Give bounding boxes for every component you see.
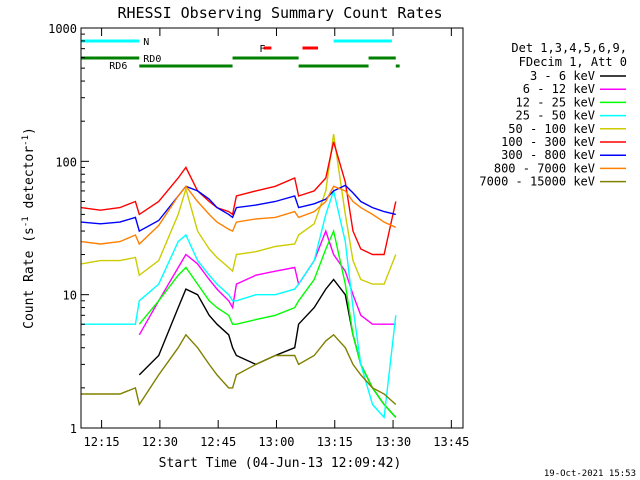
y-axis-label-group: Count Rate (s-1 detector-1) — [21, 127, 37, 329]
legend-label-2: 6 - 12 keV — [523, 82, 595, 96]
x-tick-label-3: 12:45 — [200, 435, 236, 449]
x-tick-label-7: 13:45 — [433, 435, 469, 449]
plot-frame — [80, 27, 464, 429]
y-tick-label-2: 10 — [63, 289, 77, 303]
x-tick-label-5: 13:15 — [317, 435, 353, 449]
legend-label-4: 25 - 50 keV — [516, 109, 595, 123]
legend-label-6: 100 - 300 keV — [501, 135, 595, 149]
axes: 12:15 12:30 12:45 13:00 13:15 13:30 13:45 1 10 10… — [48, 22, 469, 449]
y-tick-label-4: 1000 — [48, 22, 77, 36]
flag-label-rd0: RD0 — [143, 54, 161, 65]
legend-header-line-1: Det 1,3,4,5,6,9, — [511, 41, 627, 55]
series-line-4 — [81, 188, 397, 420]
legend-label-9: 7000 - 15000 keV — [479, 175, 595, 189]
y-axis-label-part-3: ) — [22, 127, 37, 135]
y-axis-label-part-2: detector — [22, 146, 37, 217]
x-tick-label-2: 12:30 — [142, 435, 178, 449]
x-tick-label-1: 12:15 — [84, 435, 120, 449]
y-axis-label-sup-1: -1 — [21, 216, 31, 227]
series-line-7 — [80, 184, 396, 233]
series-line-9 — [81, 333, 397, 407]
plot-area: N F RD0 RD6 — [80, 37, 400, 420]
flag-label-n: N — [143, 37, 149, 48]
series-line-5 — [80, 133, 397, 285]
x-tick-label-4: 13:00 — [258, 435, 294, 449]
y-axis-label-sup-2: -1 — [21, 135, 31, 146]
series-line-6 — [80, 141, 397, 256]
timestamp: 19-Oct-2021 15:53 — [544, 469, 636, 479]
flag-label-rd6: RD6 — [109, 61, 127, 72]
legend-label-5: 50 - 100 keV — [508, 122, 595, 136]
chart-title: RHESSI Observing Summary Count Rates — [117, 4, 442, 22]
y-axis-label: Count Rate (s-1 detector-1) — [21, 127, 37, 329]
legend-header-line-2: FDecim 1, Att 0 — [519, 55, 627, 69]
legend-label-7: 300 - 800 keV — [501, 148, 595, 162]
y-axis-label-part-1: Count Rate (s — [22, 227, 37, 329]
legend-label-1: 3 - 6 keV — [530, 69, 595, 83]
series-line-3 — [138, 228, 397, 418]
series-line-2 — [138, 229, 396, 336]
y-tick-label-3: 100 — [55, 155, 77, 169]
x-tick-label-6: 13:30 — [375, 435, 411, 449]
legend-label-8: 800 - 7000 keV — [494, 161, 595, 175]
y-tick-label-1: 1 — [70, 422, 77, 436]
series-line-8 — [80, 185, 397, 246]
legend-label-3: 12 - 25 keV — [516, 95, 595, 109]
legend: Det 1,3,4,5,6,9, FDecim 1, Att 0 3 - 6 k… — [479, 41, 627, 189]
x-axis-label: Start Time (04-Jun-13 12:09:42) — [159, 456, 402, 471]
flag-label-f: F — [259, 44, 265, 55]
